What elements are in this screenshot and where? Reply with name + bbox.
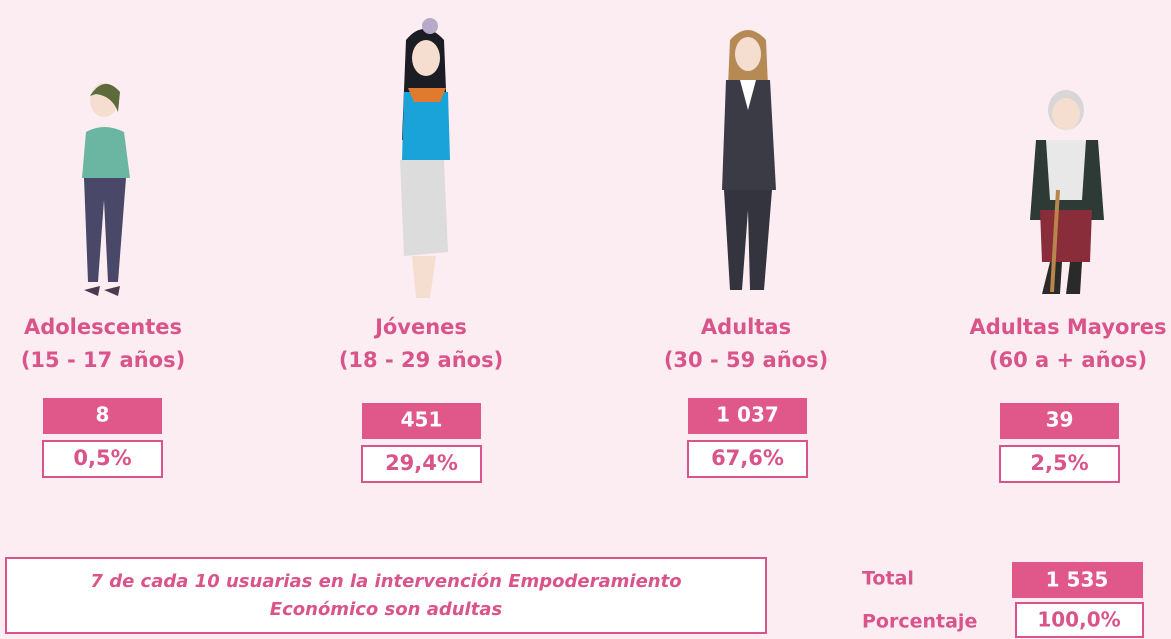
percent-value: 2,5%: [1030, 451, 1088, 475]
count-value: 39: [1046, 408, 1074, 432]
page: 7 de cada 10 usuarias en la intervención…: [0, 0, 1171, 639]
group-range: (60 a + años): [989, 348, 1147, 372]
percent-value: 0,5%: [73, 446, 131, 470]
note-text: 7 de cada 10 usuarias en la intervención…: [90, 571, 681, 592]
group-name: Adultas: [701, 315, 791, 339]
total-label: Total: [862, 568, 914, 590]
group-name: Adultas Mayores: [969, 315, 1166, 339]
count-value: 1 037: [716, 403, 779, 427]
group-name: Adolescentes: [24, 315, 182, 339]
count-value: 451: [401, 408, 443, 432]
count-value: 8: [96, 403, 110, 427]
note-text: Económico son adultas: [270, 599, 503, 620]
group-range: (15 - 17 años): [21, 348, 185, 372]
note-box: [6, 558, 766, 633]
group-range: (30 - 59 años): [664, 348, 828, 372]
percent-value: 67,6%: [711, 446, 784, 470]
total-value: 1 535: [1046, 568, 1109, 592]
group-range: (18 - 29 años): [339, 348, 503, 372]
infographic: 7 de cada 10 usuarias en la intervención…: [0, 0, 1171, 639]
percentage-value: 100,0%: [1037, 608, 1120, 632]
percentage-label: Porcentaje: [862, 611, 977, 633]
group-name: Jóvenes: [373, 315, 467, 339]
percent-value: 29,4%: [385, 451, 458, 475]
